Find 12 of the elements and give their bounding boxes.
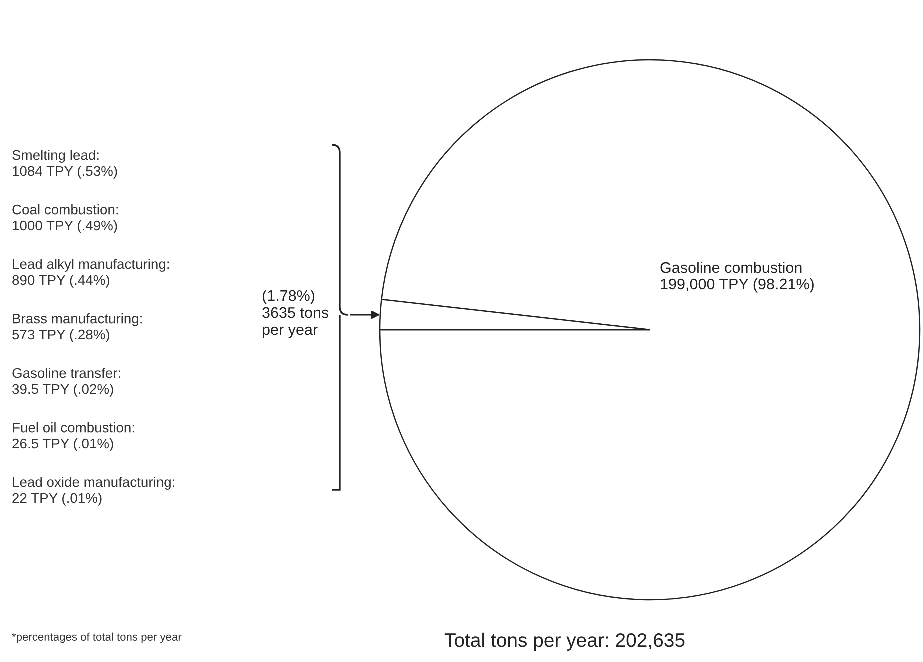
text: Brass manufacturing: 573 TPY (.28%) [12, 314, 142, 342]
text: Fuel oil combustion: 26.5 TPY (.01%) [12, 422, 134, 452]
slice-label: Gasoline combustion [660, 262, 802, 274]
text: Smelting lead: 1084 TPY (.53%) [12, 150, 118, 179]
data-label: (1.78%) 3635 tons per year [262, 290, 329, 338]
text: Gasoline transfer: 39.5 TPY (.02%) [12, 368, 120, 397]
text: *percentages of total tons per year [12, 632, 182, 644]
data-label: 199,000 TPY (98.21%) [661, 278, 814, 293]
text: Total tons per year: 202,635 [444, 632, 685, 652]
text: Lead oxide manufacturing: 22 TPY (.01%) [12, 477, 174, 506]
text: Coal combustion: 1000 TPY (.49%) [12, 204, 118, 234]
text: Lead alkyl manufacturing: 890 TPY (.44%) [12, 259, 170, 288]
